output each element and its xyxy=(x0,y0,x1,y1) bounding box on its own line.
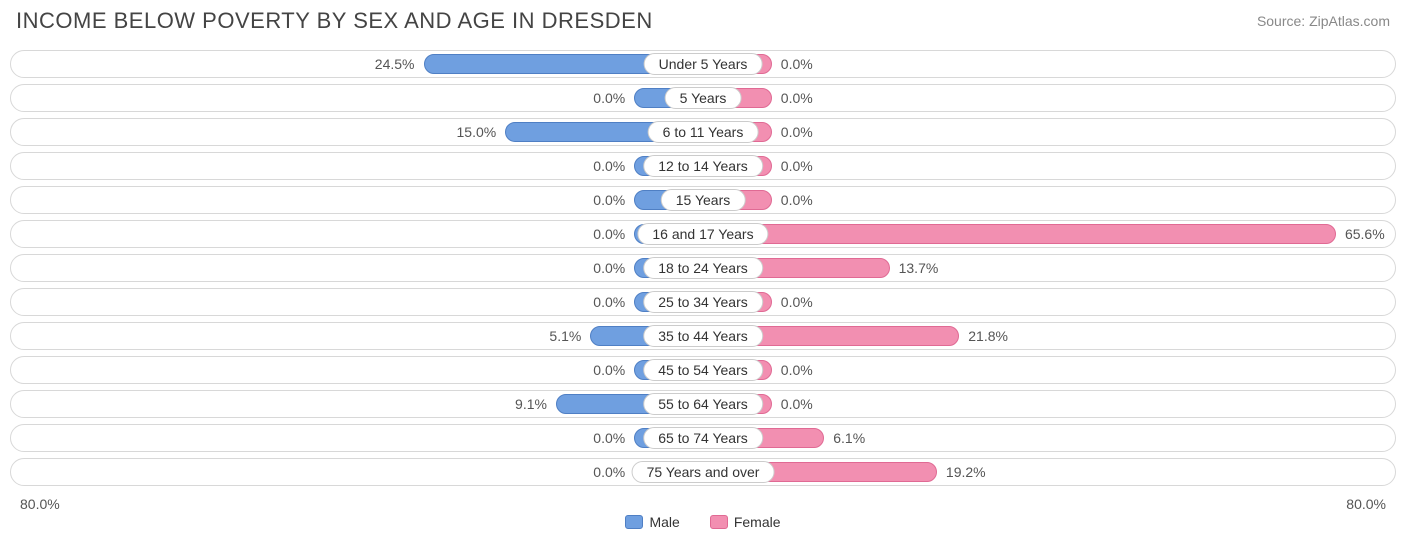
legend-item-female: Female xyxy=(710,514,781,530)
chart-row: 35 to 44 Years 5.1% 21.8% xyxy=(10,322,1396,350)
value-female: 0.0% xyxy=(781,56,813,72)
chart-row: 6 to 11 Years 15.0% 0.0% xyxy=(10,118,1396,146)
chart-row: 12 to 14 Years 0.0% 0.0% xyxy=(10,152,1396,180)
value-female: 0.0% xyxy=(781,294,813,310)
chart-row: 25 to 34 Years 0.0% 0.0% xyxy=(10,288,1396,316)
row-label: 75 Years and over xyxy=(632,461,775,483)
value-female: 21.8% xyxy=(968,328,1008,344)
chart-row: 65 to 74 Years 0.0% 6.1% xyxy=(10,424,1396,452)
chart-row: 16 and 17 Years 0.0% 65.6% xyxy=(10,220,1396,248)
value-male: 0.0% xyxy=(593,464,625,480)
chart-row: 75 Years and over 0.0% 19.2% xyxy=(10,458,1396,486)
value-male: 0.0% xyxy=(593,90,625,106)
chart-row: 18 to 24 Years 0.0% 13.7% xyxy=(10,254,1396,282)
value-male: 0.0% xyxy=(593,260,625,276)
value-female: 0.0% xyxy=(781,396,813,412)
value-female: 0.0% xyxy=(781,192,813,208)
value-female: 0.0% xyxy=(781,90,813,106)
row-label: 55 to 64 Years xyxy=(643,393,763,415)
row-label: 35 to 44 Years xyxy=(643,325,763,347)
row-label: 15 Years xyxy=(661,189,746,211)
value-female: 0.0% xyxy=(781,362,813,378)
value-female: 65.6% xyxy=(1345,226,1385,242)
legend-label-male: Male xyxy=(649,514,679,530)
legend-item-male: Male xyxy=(625,514,679,530)
row-label: 65 to 74 Years xyxy=(643,427,763,449)
row-label: 5 Years xyxy=(665,87,742,109)
value-male: 0.0% xyxy=(593,158,625,174)
value-female: 13.7% xyxy=(899,260,939,276)
bar-female xyxy=(703,224,1336,244)
chart-row: 55 to 64 Years 9.1% 0.0% xyxy=(10,390,1396,418)
legend-swatch-male xyxy=(625,515,643,529)
value-male: 0.0% xyxy=(593,226,625,242)
value-female: 0.0% xyxy=(781,124,813,140)
row-label: 25 to 34 Years xyxy=(643,291,763,313)
value-male: 9.1% xyxy=(515,396,547,412)
chart-row: Under 5 Years 24.5% 0.0% xyxy=(10,50,1396,78)
value-female: 6.1% xyxy=(833,430,865,446)
value-female: 19.2% xyxy=(946,464,986,480)
value-male: 0.0% xyxy=(593,192,625,208)
row-label: 12 to 14 Years xyxy=(643,155,763,177)
legend-label-female: Female xyxy=(734,514,781,530)
value-male: 0.0% xyxy=(593,294,625,310)
chart-row: 5 Years 0.0% 0.0% xyxy=(10,84,1396,112)
row-label: Under 5 Years xyxy=(644,53,763,75)
legend-swatch-female xyxy=(710,515,728,529)
axis-row: 80.0% 80.0% xyxy=(0,492,1406,512)
value-male: 15.0% xyxy=(457,124,497,140)
value-male: 5.1% xyxy=(549,328,581,344)
axis-label-right: 80.0% xyxy=(1346,496,1386,512)
value-female: 0.0% xyxy=(781,158,813,174)
row-label: 6 to 11 Years xyxy=(648,121,759,143)
chart-row: 45 to 54 Years 0.0% 0.0% xyxy=(10,356,1396,384)
value-male: 0.0% xyxy=(593,430,625,446)
value-male: 24.5% xyxy=(375,56,415,72)
chart-source: Source: ZipAtlas.com xyxy=(1257,13,1390,29)
chart-header: INCOME BELOW POVERTY BY SEX AND AGE IN D… xyxy=(0,0,1406,38)
chart-title: INCOME BELOW POVERTY BY SEX AND AGE IN D… xyxy=(16,8,653,34)
chart-row: 15 Years 0.0% 0.0% xyxy=(10,186,1396,214)
axis-label-left: 80.0% xyxy=(20,496,60,512)
row-label: 45 to 54 Years xyxy=(643,359,763,381)
row-label: 18 to 24 Years xyxy=(643,257,763,279)
value-male: 0.0% xyxy=(593,362,625,378)
row-label: 16 and 17 Years xyxy=(637,223,768,245)
legend: Male Female xyxy=(0,512,1406,530)
chart-area: Under 5 Years24.5%0.0%5 Years0.0%0.0%6 t… xyxy=(0,38,1406,486)
